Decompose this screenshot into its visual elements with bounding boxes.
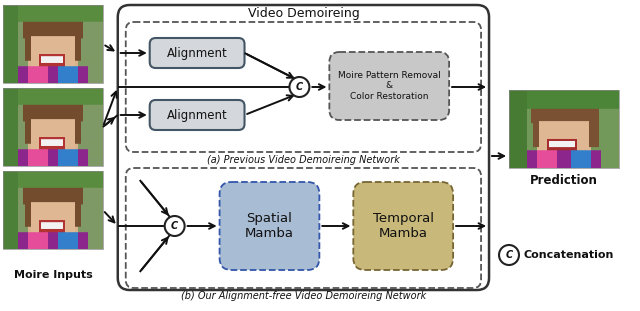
Text: Alignment: Alignment xyxy=(167,109,227,122)
Text: Moire Inputs: Moire Inputs xyxy=(13,270,92,280)
FancyBboxPatch shape xyxy=(353,182,453,270)
Text: Temporal
Mamba: Temporal Mamba xyxy=(372,212,434,240)
FancyBboxPatch shape xyxy=(150,100,244,130)
Text: C: C xyxy=(506,250,513,260)
FancyBboxPatch shape xyxy=(150,38,244,68)
Text: Spatial
Mamba: Spatial Mamba xyxy=(245,212,294,240)
FancyBboxPatch shape xyxy=(330,52,449,120)
Text: Concatenation: Concatenation xyxy=(524,250,614,260)
Bar xyxy=(3,171,103,249)
FancyBboxPatch shape xyxy=(118,5,489,290)
Circle shape xyxy=(164,216,184,236)
Bar xyxy=(509,90,619,168)
Text: C: C xyxy=(171,221,178,231)
Text: Alignment: Alignment xyxy=(167,47,227,59)
Bar xyxy=(3,88,103,166)
FancyBboxPatch shape xyxy=(220,182,319,270)
Text: Prediction: Prediction xyxy=(530,174,598,187)
Text: C: C xyxy=(296,82,303,92)
Text: Moire Pattern Removal
&
Color Restoration: Moire Pattern Removal & Color Restoratio… xyxy=(338,71,440,101)
Text: (b) Our Alignment-free Video Demoireing Network: (b) Our Alignment-free Video Demoireing … xyxy=(180,291,426,301)
Circle shape xyxy=(499,245,519,265)
Text: (a) Previous Video Demoireing Network: (a) Previous Video Demoireing Network xyxy=(207,155,400,165)
Circle shape xyxy=(289,77,309,97)
Text: Video Demoireing: Video Demoireing xyxy=(248,7,359,21)
Bar xyxy=(3,5,103,83)
